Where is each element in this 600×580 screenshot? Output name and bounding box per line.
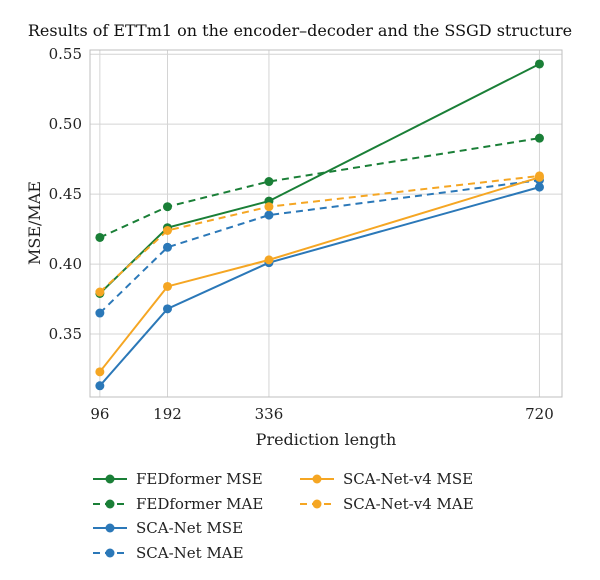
- legend-label: SCA-Net MAE: [136, 544, 244, 562]
- legend-swatch-marker: [312, 474, 322, 484]
- data-point: [534, 171, 544, 181]
- data-point: [162, 304, 172, 314]
- data-point: [162, 242, 172, 252]
- legend-item: SCA-Net-v4 MSE: [300, 470, 473, 488]
- x-tick-label: 720: [525, 405, 554, 423]
- legend-swatch-marker: [105, 499, 115, 509]
- data-point: [264, 202, 274, 212]
- y-tick-label: 0.45: [49, 185, 82, 203]
- series-sca-net-v4-mae: [95, 171, 544, 297]
- data-point: [162, 225, 172, 235]
- data-point: [264, 177, 274, 187]
- y-tick-label: 0.55: [49, 45, 82, 63]
- y-tick-label: 0.35: [49, 325, 82, 343]
- tick-labels: 96 192 336 720 0.35 0.40 0.45 0.50 0.55: [49, 45, 554, 423]
- y-axis-label: MSE/MAE: [25, 181, 44, 265]
- legend-item: FEDformer MSE: [93, 470, 263, 488]
- data-point: [534, 59, 544, 69]
- series-line: [99, 137, 540, 239]
- data-point: [264, 255, 274, 265]
- data-point: [534, 182, 544, 192]
- legend-label: FEDformer MAE: [136, 495, 263, 513]
- y-tick-label: 0.40: [49, 255, 82, 273]
- legend-label: SCA-Net MSE: [136, 519, 243, 537]
- x-tick-label: 336: [255, 405, 284, 423]
- data-point: [95, 381, 105, 391]
- y-tick-label: 0.50: [49, 115, 82, 133]
- data-point: [95, 232, 105, 242]
- x-tick-label: 192: [153, 405, 182, 423]
- x-axis-label: Prediction length: [256, 430, 397, 449]
- plot-frame: [89, 49, 563, 398]
- legend-label: SCA-Net-v4 MAE: [343, 495, 474, 513]
- series-layer: [95, 59, 544, 391]
- series-line: [99, 179, 540, 314]
- legend: FEDformer MSE FEDformer MAE SCA-Net MSE SCA…: [93, 470, 474, 562]
- data-point: [264, 210, 274, 220]
- legend-label: FEDformer MSE: [136, 470, 263, 488]
- data-point: [95, 287, 105, 297]
- series-sca-net-mse: [95, 182, 544, 391]
- series-line: [99, 63, 540, 295]
- chart-title: Results of ETTm1 on the encoder–decoder …: [28, 21, 572, 40]
- legend-swatch-marker: [105, 523, 115, 533]
- series-line: [99, 186, 540, 387]
- data-point: [95, 367, 105, 377]
- data-point: [95, 308, 105, 318]
- legend-label: SCA-Net-v4 MSE: [343, 470, 473, 488]
- data-point: [534, 133, 544, 143]
- legend-item: FEDformer MAE: [93, 495, 263, 513]
- legend-swatch-marker: [105, 548, 115, 558]
- series-line: [99, 176, 540, 373]
- data-point: [162, 202, 172, 212]
- grid: [90, 50, 562, 397]
- series-fedformer-mae: [95, 133, 544, 242]
- legend-swatch-marker: [105, 474, 115, 484]
- legend-item: SCA-Net-v4 MAE: [300, 495, 474, 513]
- legend-item: SCA-Net MSE: [93, 519, 243, 537]
- x-tick-label: 96: [90, 405, 109, 423]
- legend-item: SCA-Net MAE: [93, 544, 244, 562]
- series-sca-net-v4-mse: [95, 172, 544, 377]
- data-point: [162, 281, 172, 291]
- series-fedformer-mse: [95, 59, 544, 298]
- legend-swatch-marker: [312, 499, 322, 509]
